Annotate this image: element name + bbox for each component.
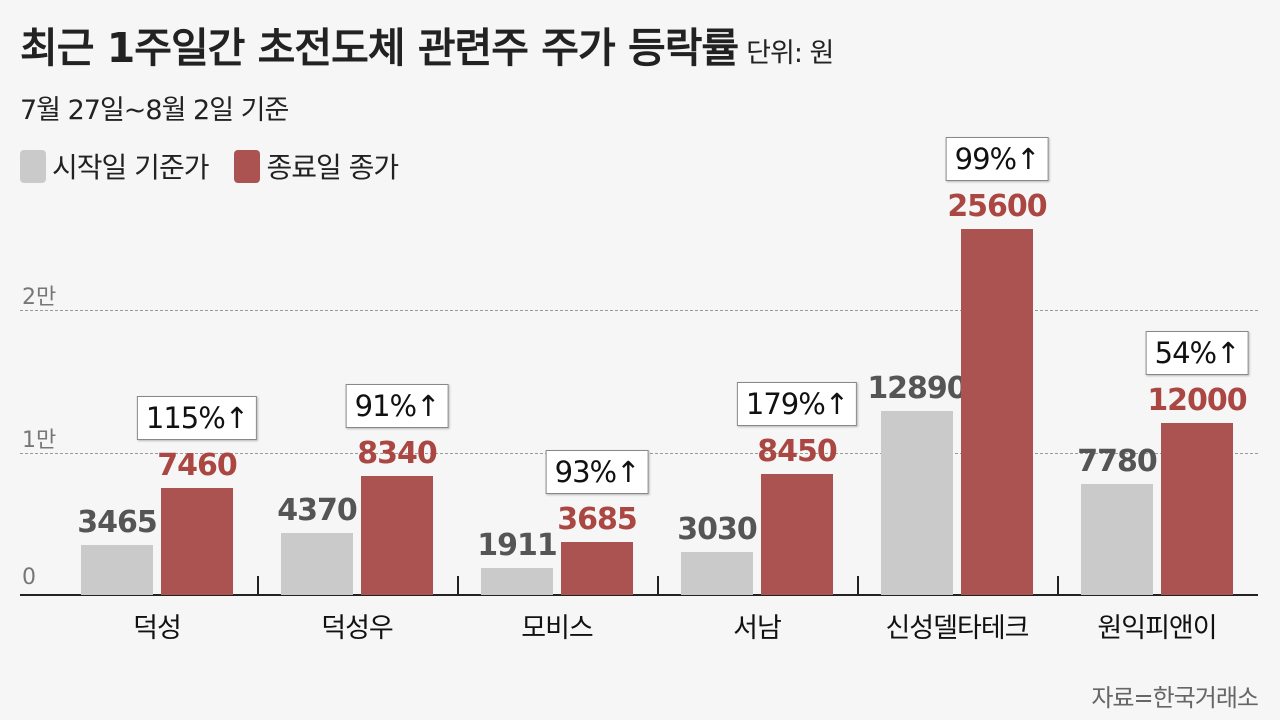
category-label: 서남 [733, 613, 782, 644]
chart-title-text: 최근 1주일간 초전도체 관련주 주가 등락률 [20, 24, 739, 72]
y-tick-label: 1만 [22, 428, 57, 453]
legend: 시작일 기준가 종료일 종가 [20, 146, 424, 186]
value-label-start: 1911 [477, 527, 558, 563]
value-label-start: 7780 [1077, 443, 1158, 479]
bar-close-price [561, 542, 633, 595]
bar-start-price [81, 545, 153, 595]
bar-start-price [1081, 483, 1153, 595]
legend-label: 종료일 종가 [266, 151, 399, 184]
change-rate-badge: 91%↑ [345, 383, 449, 428]
bar-start-price [481, 567, 553, 595]
value-label-close: 8450 [757, 434, 838, 470]
value-label-close: 25600 [947, 188, 1047, 224]
bar-close-price [961, 228, 1033, 595]
change-rate-badge: 115%↑ [136, 396, 258, 441]
y-tick-label: 2만 [22, 285, 57, 310]
value-label-start: 3465 [77, 505, 158, 541]
bar-start-price [281, 532, 353, 595]
x-axis-tick [657, 576, 659, 595]
x-axis-tick [457, 576, 459, 595]
change-rate-badge: 93%↑ [545, 450, 649, 495]
category-label: 원익피앤이 [1097, 613, 1217, 644]
legend-swatch-red [234, 149, 261, 183]
change-rate-badge: 99%↑ [945, 136, 1049, 181]
category-label: 신성델타테크 [885, 613, 1029, 644]
legend-label: 시작일 기준가 [52, 151, 209, 184]
value-label-close: 8340 [357, 435, 438, 471]
bar-close-price [1161, 423, 1233, 595]
value-label-close: 12000 [1147, 383, 1247, 419]
bar-start-price [881, 410, 953, 595]
bar-close-price [161, 488, 233, 595]
bar-close-price [761, 474, 833, 595]
x-axis-tick [857, 576, 859, 595]
change-rate-badge: 54%↑ [1145, 331, 1249, 376]
x-axis-tick [1057, 576, 1059, 595]
x-axis-tick [257, 576, 259, 595]
value-label-start: 3030 [677, 511, 758, 547]
unit-label: 단위: 원 [746, 38, 834, 69]
source-note: 자료=한국거래소 [1091, 684, 1259, 712]
category-label: 덕성 [133, 613, 182, 644]
legend-item-close-price: 종료일 종가 [234, 146, 399, 186]
value-label-close: 7460 [157, 448, 238, 484]
category-label: 덕성우 [321, 613, 394, 644]
value-label-start: 4370 [277, 492, 358, 528]
chart-subtitle: 7월 27일~8월 2일 기준 [20, 95, 289, 126]
value-label-start: 12890 [867, 370, 967, 406]
chart-title: 최근 1주일간 초전도체 관련주 주가 등락률 단위: 원 [20, 14, 834, 74]
x-axis-line [20, 594, 1258, 596]
legend-item-start-price: 시작일 기준가 [20, 146, 209, 186]
legend-swatch-gray [20, 149, 46, 183]
bar-start-price [681, 551, 753, 595]
category-label: 모비스 [521, 613, 594, 644]
value-label-close: 3685 [557, 502, 638, 538]
y-tick-label: 0 [22, 565, 36, 590]
gridline-20000 [20, 310, 1258, 311]
change-rate-badge: 179%↑ [736, 382, 858, 427]
bar-close-price [361, 475, 433, 595]
